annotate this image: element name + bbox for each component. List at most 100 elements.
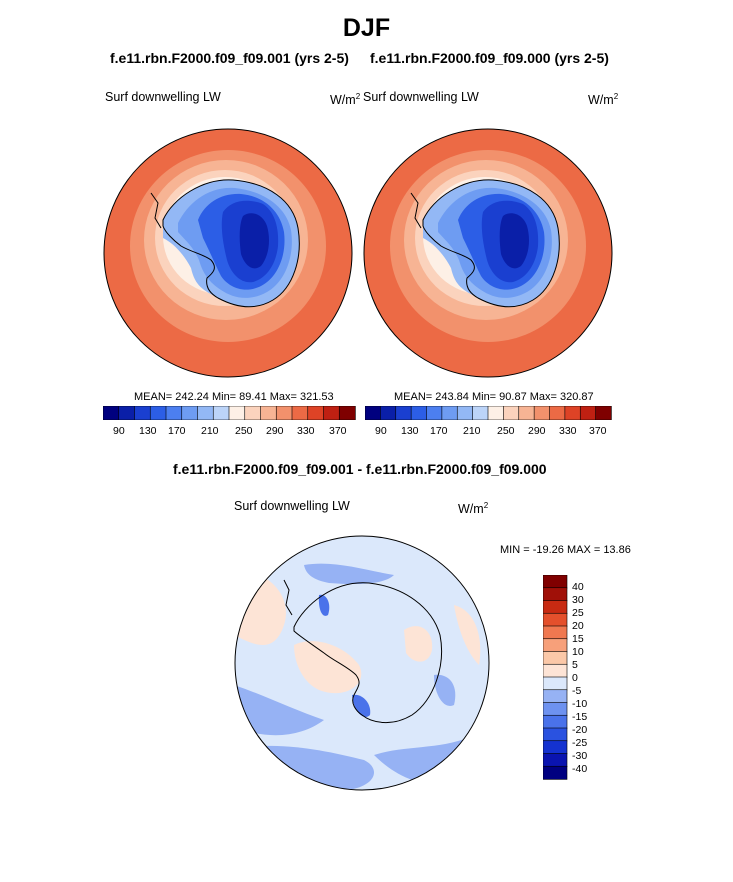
- diff-units: W/m2: [458, 501, 489, 517]
- diff-map: [234, 535, 490, 791]
- colorbar-swatch: [543, 740, 568, 755]
- panel1-tick: 130: [139, 425, 157, 437]
- diff-tick: 5: [572, 659, 578, 671]
- colorbar-swatch: [426, 406, 443, 420]
- diff-colorbar-ticks: 40 30 25 20 15 10 5 0 -5 -10 -15 -20 -25…: [572, 575, 612, 780]
- colorbar-swatch: [228, 406, 246, 420]
- panel1-tick: 370: [329, 425, 347, 437]
- diff-tick: -10: [572, 698, 588, 710]
- panel2-units: W/m2: [588, 92, 619, 108]
- colorbar-swatch: [103, 406, 120, 420]
- colorbar-swatch: [181, 406, 199, 420]
- diff-tick: -25: [572, 737, 588, 749]
- colorbar-swatch: [134, 406, 151, 420]
- panel1-tick: 90: [113, 425, 125, 437]
- colorbar-swatch: [395, 406, 412, 420]
- panel1-tick: 170: [168, 425, 186, 437]
- colorbar-swatch: [472, 406, 489, 420]
- panel1-map: [103, 128, 353, 378]
- colorbar-swatch: [543, 600, 568, 614]
- colorbar-swatch: [410, 406, 428, 420]
- diff-tick: 25: [572, 607, 584, 619]
- colorbar-swatch: [543, 575, 568, 589]
- colorbar-swatch: [543, 638, 568, 653]
- colorbar-swatch: [595, 406, 612, 420]
- colorbar-swatch: [543, 727, 568, 742]
- panel2-tick: 250: [497, 425, 515, 437]
- colorbar-swatch: [365, 406, 382, 420]
- colorbar-swatch: [456, 406, 474, 420]
- panel2-variable: Surf downwelling LW: [363, 90, 479, 104]
- colorbar-swatch: [197, 406, 214, 420]
- panel2-title: f.e11.rbn.F2000.f09_f09.000 (yrs 2-5): [370, 50, 609, 66]
- diff-tick: -40: [572, 763, 588, 775]
- colorbar-swatch: [543, 587, 568, 602]
- diff-tick: -5: [572, 685, 582, 697]
- colorbar-swatch: [380, 406, 397, 420]
- colorbar-swatch: [323, 406, 340, 420]
- season-title: DJF: [342, 14, 391, 42]
- panel1-tick: 250: [235, 425, 253, 437]
- diff-tick: 40: [572, 581, 584, 593]
- colorbar-swatch: [543, 651, 568, 665]
- panel1-stats: MEAN= 242.24 Min= 89.41 Max= 321.53: [134, 391, 334, 403]
- colorbar-swatch: [549, 406, 566, 420]
- panel1-tick: 330: [297, 425, 315, 437]
- colorbar-swatch: [260, 406, 277, 420]
- panel2-map: [363, 128, 613, 378]
- diff-tick: 0: [572, 672, 578, 684]
- colorbar-swatch: [579, 406, 597, 420]
- panel1-colorbar: [103, 406, 356, 420]
- colorbar-swatch: [244, 406, 262, 420]
- panel1-units: W/m2: [330, 92, 361, 108]
- panel2-tick: 290: [528, 425, 546, 437]
- diff-stats: MIN = -19.26 MAX = 13.86: [500, 544, 631, 556]
- diff-tick: -30: [572, 750, 588, 762]
- colorbar-swatch: [291, 406, 309, 420]
- colorbar-swatch: [338, 406, 356, 420]
- colorbar-swatch: [487, 406, 505, 420]
- panel2-colorbar: [365, 406, 612, 420]
- colorbar-swatch: [533, 406, 551, 420]
- colorbar-swatch: [543, 714, 568, 729]
- panel2-tick: 370: [589, 425, 607, 437]
- panel2-tick: 90: [375, 425, 387, 437]
- colorbar-swatch: [165, 406, 183, 420]
- colorbar-swatch: [543, 753, 568, 767]
- panel1-colorbar-ticks: 90 130 170 210 250 290 330 370: [103, 425, 361, 439]
- colorbar-swatch: [543, 676, 568, 691]
- colorbar-swatch: [543, 689, 568, 704]
- colorbar-swatch: [149, 406, 167, 420]
- panel2-tick: 330: [559, 425, 577, 437]
- colorbar-swatch: [307, 406, 325, 420]
- panel2-tick: 170: [430, 425, 448, 437]
- diff-tick: 10: [572, 646, 584, 658]
- panel2-tick: 130: [401, 425, 419, 437]
- colorbar-swatch: [543, 612, 568, 627]
- colorbar-swatch: [518, 406, 535, 420]
- panel1-tick: 210: [201, 425, 219, 437]
- panel2-stats: MEAN= 243.84 Min= 90.87 Max= 320.87: [394, 391, 594, 403]
- colorbar-swatch: [118, 406, 136, 420]
- colorbar-swatch: [543, 702, 568, 716]
- diff-tick: 30: [572, 594, 584, 606]
- diff-title: f.e11.rbn.F2000.f09_f09.001 - f.e11.rbn.…: [173, 461, 547, 477]
- diff-colorbar: [543, 575, 568, 780]
- panel1-title: f.e11.rbn.F2000.f09_f09.001 (yrs 2-5): [110, 50, 349, 66]
- colorbar-swatch: [564, 406, 581, 420]
- colorbar-swatch: [441, 406, 458, 420]
- colorbar-swatch: [543, 625, 568, 640]
- diff-tick: -15: [572, 711, 588, 723]
- panel1-variable: Surf downwelling LW: [105, 90, 221, 104]
- colorbar-swatch: [503, 406, 520, 420]
- diff-tick: 15: [572, 633, 584, 645]
- colorbar-swatch: [543, 663, 568, 678]
- diff-tick: 20: [572, 620, 584, 632]
- colorbar-swatch: [543, 765, 568, 780]
- panel2-colorbar-ticks: 90 130 170 210 250 290 330 370: [365, 425, 613, 439]
- diff-tick: -20: [572, 724, 588, 736]
- diff-variable: Surf downwelling LW: [234, 499, 350, 513]
- colorbar-swatch: [212, 406, 230, 420]
- panel1-tick: 290: [266, 425, 284, 437]
- colorbar-swatch: [275, 406, 293, 420]
